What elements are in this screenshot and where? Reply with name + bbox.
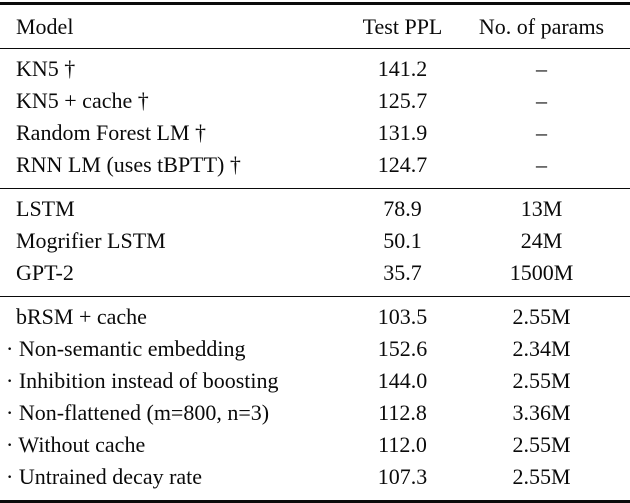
table-row-ablation: · Without cache 112.0 2.55M — [0, 429, 630, 461]
cell-test-ppl: 50.1 — [383, 228, 422, 253]
table-row: KN5 + cache † 125.7 – — [0, 85, 630, 117]
cell-params: 24M — [520, 228, 563, 253]
column-header-params: No. of params — [478, 13, 605, 39]
table-row-ablation: · Inhibition instead of boosting 144.0 2… — [0, 365, 630, 397]
cell-params: – — [536, 88, 547, 113]
cell-params: – — [536, 152, 547, 177]
cell-params: 2.55M — [512, 304, 571, 329]
table-row: bRSM + cache 103.5 2.55M — [0, 297, 630, 334]
table-row: GPT-2 35.7 1500M — [0, 257, 630, 297]
table-row: RNN LM (uses tBPTT) † 124.7 – — [0, 149, 630, 189]
cell-test-ppl: 152.6 — [377, 336, 428, 361]
cell-params: 2.55M — [512, 368, 571, 393]
cell-test-ppl: 124.7 — [377, 152, 428, 177]
cell-model: Mogrifier LSTM — [16, 228, 166, 253]
cell-model: LSTM — [16, 196, 75, 221]
header-row: Model Test PPL No. of params — [0, 4, 630, 49]
group-neural-baselines: LSTM 78.9 13M Mogrifier LSTM 50.1 24M GP… — [0, 188, 630, 297]
cell-model: GPT-2 — [16, 260, 74, 285]
cell-params: 2.34M — [512, 336, 571, 361]
table-row: KN5 † 141.2 – — [0, 49, 630, 86]
table-row-ablation: · Non-flattened (m=800, n=3) 112.8 3.36M — [0, 397, 630, 429]
column-header-test-ppl: Test PPL — [362, 13, 443, 39]
cell-params: 3.36M — [512, 400, 571, 425]
cell-test-ppl: 131.9 — [377, 120, 428, 145]
cell-params: 1500M — [509, 260, 574, 285]
cell-model: KN5 † — [16, 56, 76, 81]
table-row: Mogrifier LSTM 50.1 24M — [0, 225, 630, 257]
cell-params: – — [536, 120, 547, 145]
cell-test-ppl: 78.9 — [383, 196, 422, 221]
cell-params: – — [536, 56, 547, 81]
cell-model: bRSM + cache — [16, 304, 147, 329]
cell-model: RNN LM (uses tBPTT) † — [16, 152, 241, 177]
table-row: Random Forest LM † 131.9 – — [0, 117, 630, 149]
table-row: LSTM 78.9 13M — [0, 189, 630, 226]
group-brsm-ablations: bRSM + cache 103.5 2.55M · Non-semantic … — [0, 296, 630, 502]
cell-test-ppl: 141.2 — [377, 56, 428, 81]
cell-test-ppl: 107.3 — [377, 464, 428, 489]
group-baselines: KN5 † 141.2 – KN5 + cache † 125.7 – Rand… — [0, 49, 630, 189]
cell-test-ppl: 103.5 — [377, 304, 428, 329]
table-row-ablation: · Untrained decay rate 107.3 2.55M — [0, 461, 630, 502]
cell-model: · Untrained decay rate — [6, 464, 203, 489]
column-header-model: Model — [16, 13, 74, 39]
cell-test-ppl: 144.0 — [377, 368, 428, 393]
cell-test-ppl: 35.7 — [383, 260, 422, 285]
cell-params: 2.55M — [512, 432, 571, 457]
cell-test-ppl: 112.0 — [378, 432, 427, 457]
cell-params: 13M — [520, 196, 563, 221]
cell-model: KN5 + cache † — [16, 88, 149, 113]
cell-model: Random Forest LM † — [16, 120, 207, 145]
cell-model: · Non-flattened (m=800, n=3) — [6, 400, 270, 425]
cell-test-ppl: 125.7 — [377, 88, 428, 113]
cell-model: · Non-semantic embedding — [6, 336, 246, 361]
table-header: Model Test PPL No. of params — [0, 4, 630, 49]
cell-model: · Inhibition instead of boosting — [6, 368, 279, 393]
cell-test-ppl: 112.8 — [378, 400, 427, 425]
cell-params: 2.55M — [512, 464, 571, 489]
table-row-ablation: · Non-semantic embedding 152.6 2.34M — [0, 333, 630, 365]
cell-model: · Without cache — [6, 432, 146, 457]
